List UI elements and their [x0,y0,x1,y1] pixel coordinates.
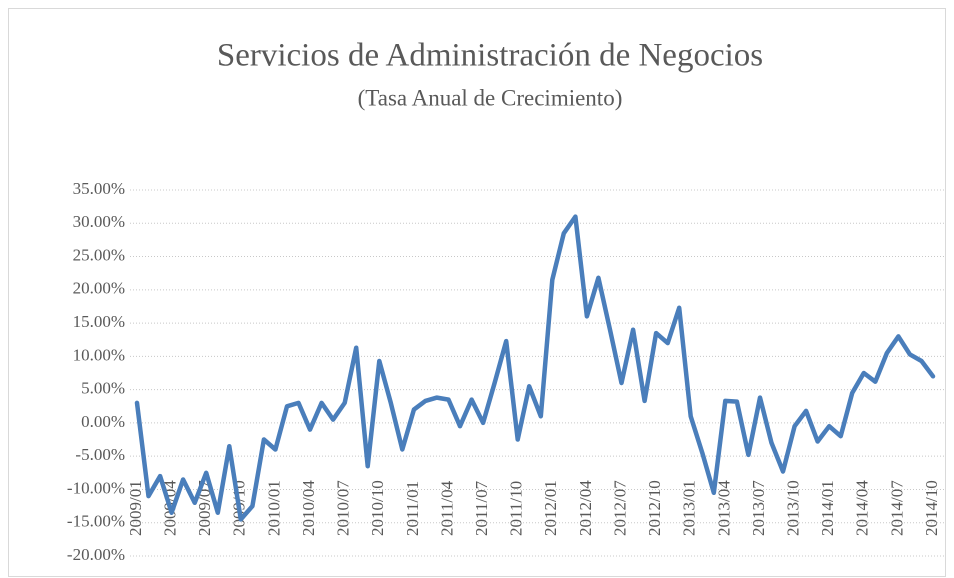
x-tick-label: 2009/01 [126,480,145,536]
x-tick-label: 2013/10 [783,480,802,536]
x-tick-label: 2011/10 [507,481,526,536]
x-tick-label: 2011/01 [403,481,422,536]
y-tick-label: 5.00% [81,379,125,398]
data-line [134,214,936,522]
chart-border [8,8,946,577]
y-tick-label: 0.00% [81,412,125,431]
y-tick-label: -10.00% [67,478,125,497]
x-tick-label: 2012/10 [645,480,664,536]
x-tick-label: 2012/04 [576,480,595,536]
x-tick-label: 2010/10 [368,480,387,536]
x-tick-label: 2010/07 [334,480,353,536]
x-tick-label: 2011/07 [472,480,491,536]
x-tick-label: 2014/01 [818,480,837,536]
y-tick-label: 35.00% [73,179,125,198]
y-tick-label: 30.00% [73,212,125,231]
y-tick-label: 20.00% [73,279,125,298]
x-tick-label: 2014/04 [853,480,872,536]
y-tick-label: 25.00% [73,245,125,264]
x-tick-label: 2012/07 [610,480,629,536]
y-tick-label: -20.00% [67,545,125,564]
x-tick-label: 2013/07 [749,480,768,536]
chart-title: Servicios de Administración de Negocios [217,38,763,74]
y-tick-label: 15.00% [73,312,125,331]
x-tick-label: 2014/07 [887,480,906,536]
y-tick-label: -15.00% [67,512,125,531]
y-tick-label: 10.00% [73,345,125,364]
x-tick-label: 2011/04 [437,480,456,536]
chart-subtitle: (Tasa Anual de Crecimiento) [358,85,623,110]
y-tick-label: -5.00% [75,445,125,464]
x-tick-label: 2013/01 [680,480,699,536]
x-tick-label: 2013/04 [714,480,733,536]
x-tick-label: 2012/01 [541,480,560,536]
x-tick-label: 2014/10 [922,480,941,536]
x-tick-label: 2010/01 [264,480,283,536]
x-tick-label: 2010/04 [299,480,318,536]
